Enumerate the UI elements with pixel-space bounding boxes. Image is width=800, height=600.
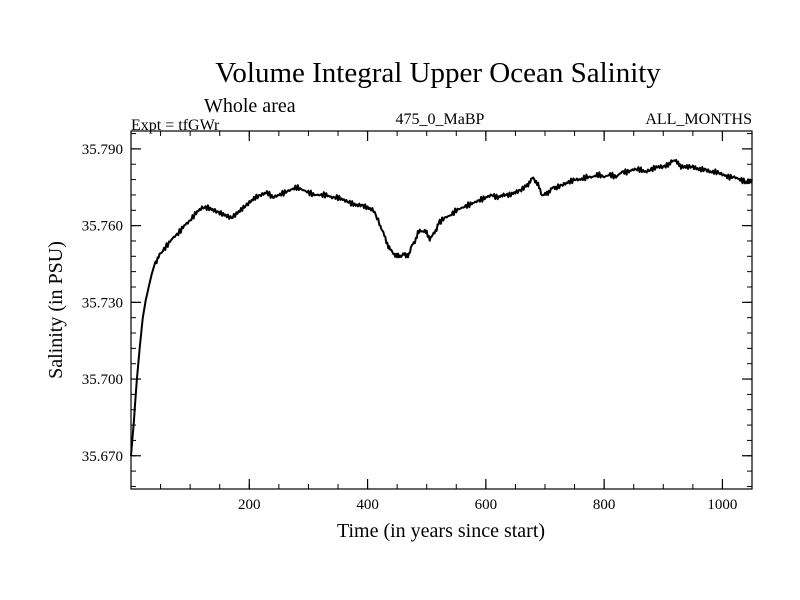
y-tick-label: 35.700 <box>82 372 123 388</box>
chart-title: Volume Integral Upper Ocean Salinity <box>215 57 661 89</box>
plot-frame <box>130 130 753 490</box>
chart-subtitle: Whole area <box>204 95 296 117</box>
y-tick-label: 35.760 <box>82 219 123 235</box>
y-tick-label: 35.790 <box>82 142 123 158</box>
y-axis: 35.670 35.700 35.730 35.760 35.790 <box>82 133 752 487</box>
x-axis: 200 400 600 800 1000 <box>160 131 737 513</box>
x-tick-label: 1000 <box>707 497 737 513</box>
months-label: ALL_MONTHS <box>645 111 752 128</box>
x-tick-label: 800 <box>593 497 616 513</box>
salinity-line <box>130 158 753 456</box>
experiment-label: Expt = tfGWr <box>131 117 220 134</box>
y-axis-label: Salinity (in PSU) <box>45 241 67 379</box>
y-tick-label: 35.730 <box>82 295 123 311</box>
x-tick-label: 200 <box>238 497 261 513</box>
run-label: 475_0_MaBP <box>396 111 485 128</box>
y-tick-label: 35.670 <box>82 449 123 465</box>
x-tick-label: 400 <box>356 497 379 513</box>
x-axis-label: Time (in years since start) <box>337 520 545 542</box>
x-tick-label: 600 <box>475 497 498 513</box>
